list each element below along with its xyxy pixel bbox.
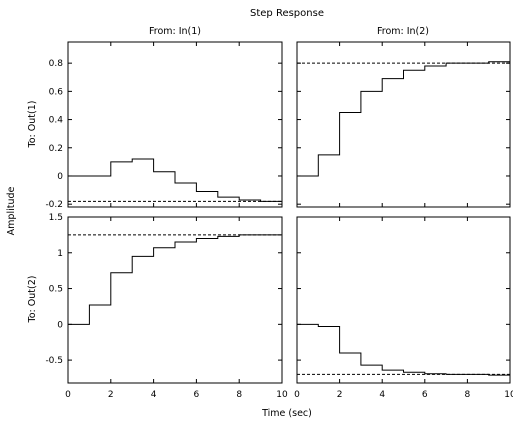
column-title-in2: From: In(2) (377, 26, 429, 37)
row-label-out2: To: Out(2) (27, 276, 38, 324)
x-tick-label: 2 (337, 390, 343, 400)
step-response-line-r1c2 (297, 61, 510, 177)
y-tick-label: 0 (57, 320, 63, 330)
x-tick-label: 0 (65, 390, 71, 400)
axes-frame-r1c2 (296, 41, 511, 208)
y-axis-label: Amplitude (6, 187, 17, 236)
y-tick-label: 1.5 (49, 213, 63, 223)
row-label-out1: To: Out(1) (27, 101, 38, 149)
y-tick-label: 1 (57, 249, 63, 259)
x-tick-label: 8 (465, 390, 471, 400)
column-title-in1: From: In(1) (149, 26, 201, 37)
y-tick-label: 0.2 (49, 144, 63, 154)
y-tick-label: 0 (57, 172, 63, 182)
y-tick-label: 0.8 (49, 59, 64, 69)
y-tick-label: 0.5 (49, 285, 63, 295)
step-response-line-r1c1 (68, 158, 282, 202)
axes-frame-r2c1 (67, 216, 283, 384)
step-response-line-r2c1 (68, 234, 282, 325)
x-axis-label: Time (sec) (261, 408, 312, 419)
x-tick-label: 4 (151, 390, 157, 400)
x-tick-label: 6 (194, 390, 200, 400)
x-tick-label: 6 (422, 390, 428, 400)
y-tick-label: 0.6 (49, 87, 64, 97)
x-tick-label: 10 (276, 390, 288, 400)
y-tick-label: -0.5 (45, 356, 63, 366)
y-tick-label: -0.2 (45, 200, 63, 210)
x-tick-label: 4 (379, 390, 385, 400)
x-tick-label: 0 (294, 390, 300, 400)
axes-frame-r2c2 (296, 216, 511, 384)
subplot-grid: -0.2 0 0.2 0.4 0.6 0.8 0 2 4 6 8 10 -0.5 0 0.5 1 1.5 0 2 4 6… (45, 41, 513, 400)
x-tick-label: 8 (236, 390, 242, 400)
figure-title: Step Response (250, 8, 324, 19)
axes-frame-r1c1 (67, 41, 283, 208)
x-tick-label: 2 (108, 390, 114, 400)
x-tick-label: 10 (504, 390, 513, 400)
step-response-line-r2c2 (297, 323, 510, 376)
y-tick-label: 0.4 (49, 116, 64, 126)
